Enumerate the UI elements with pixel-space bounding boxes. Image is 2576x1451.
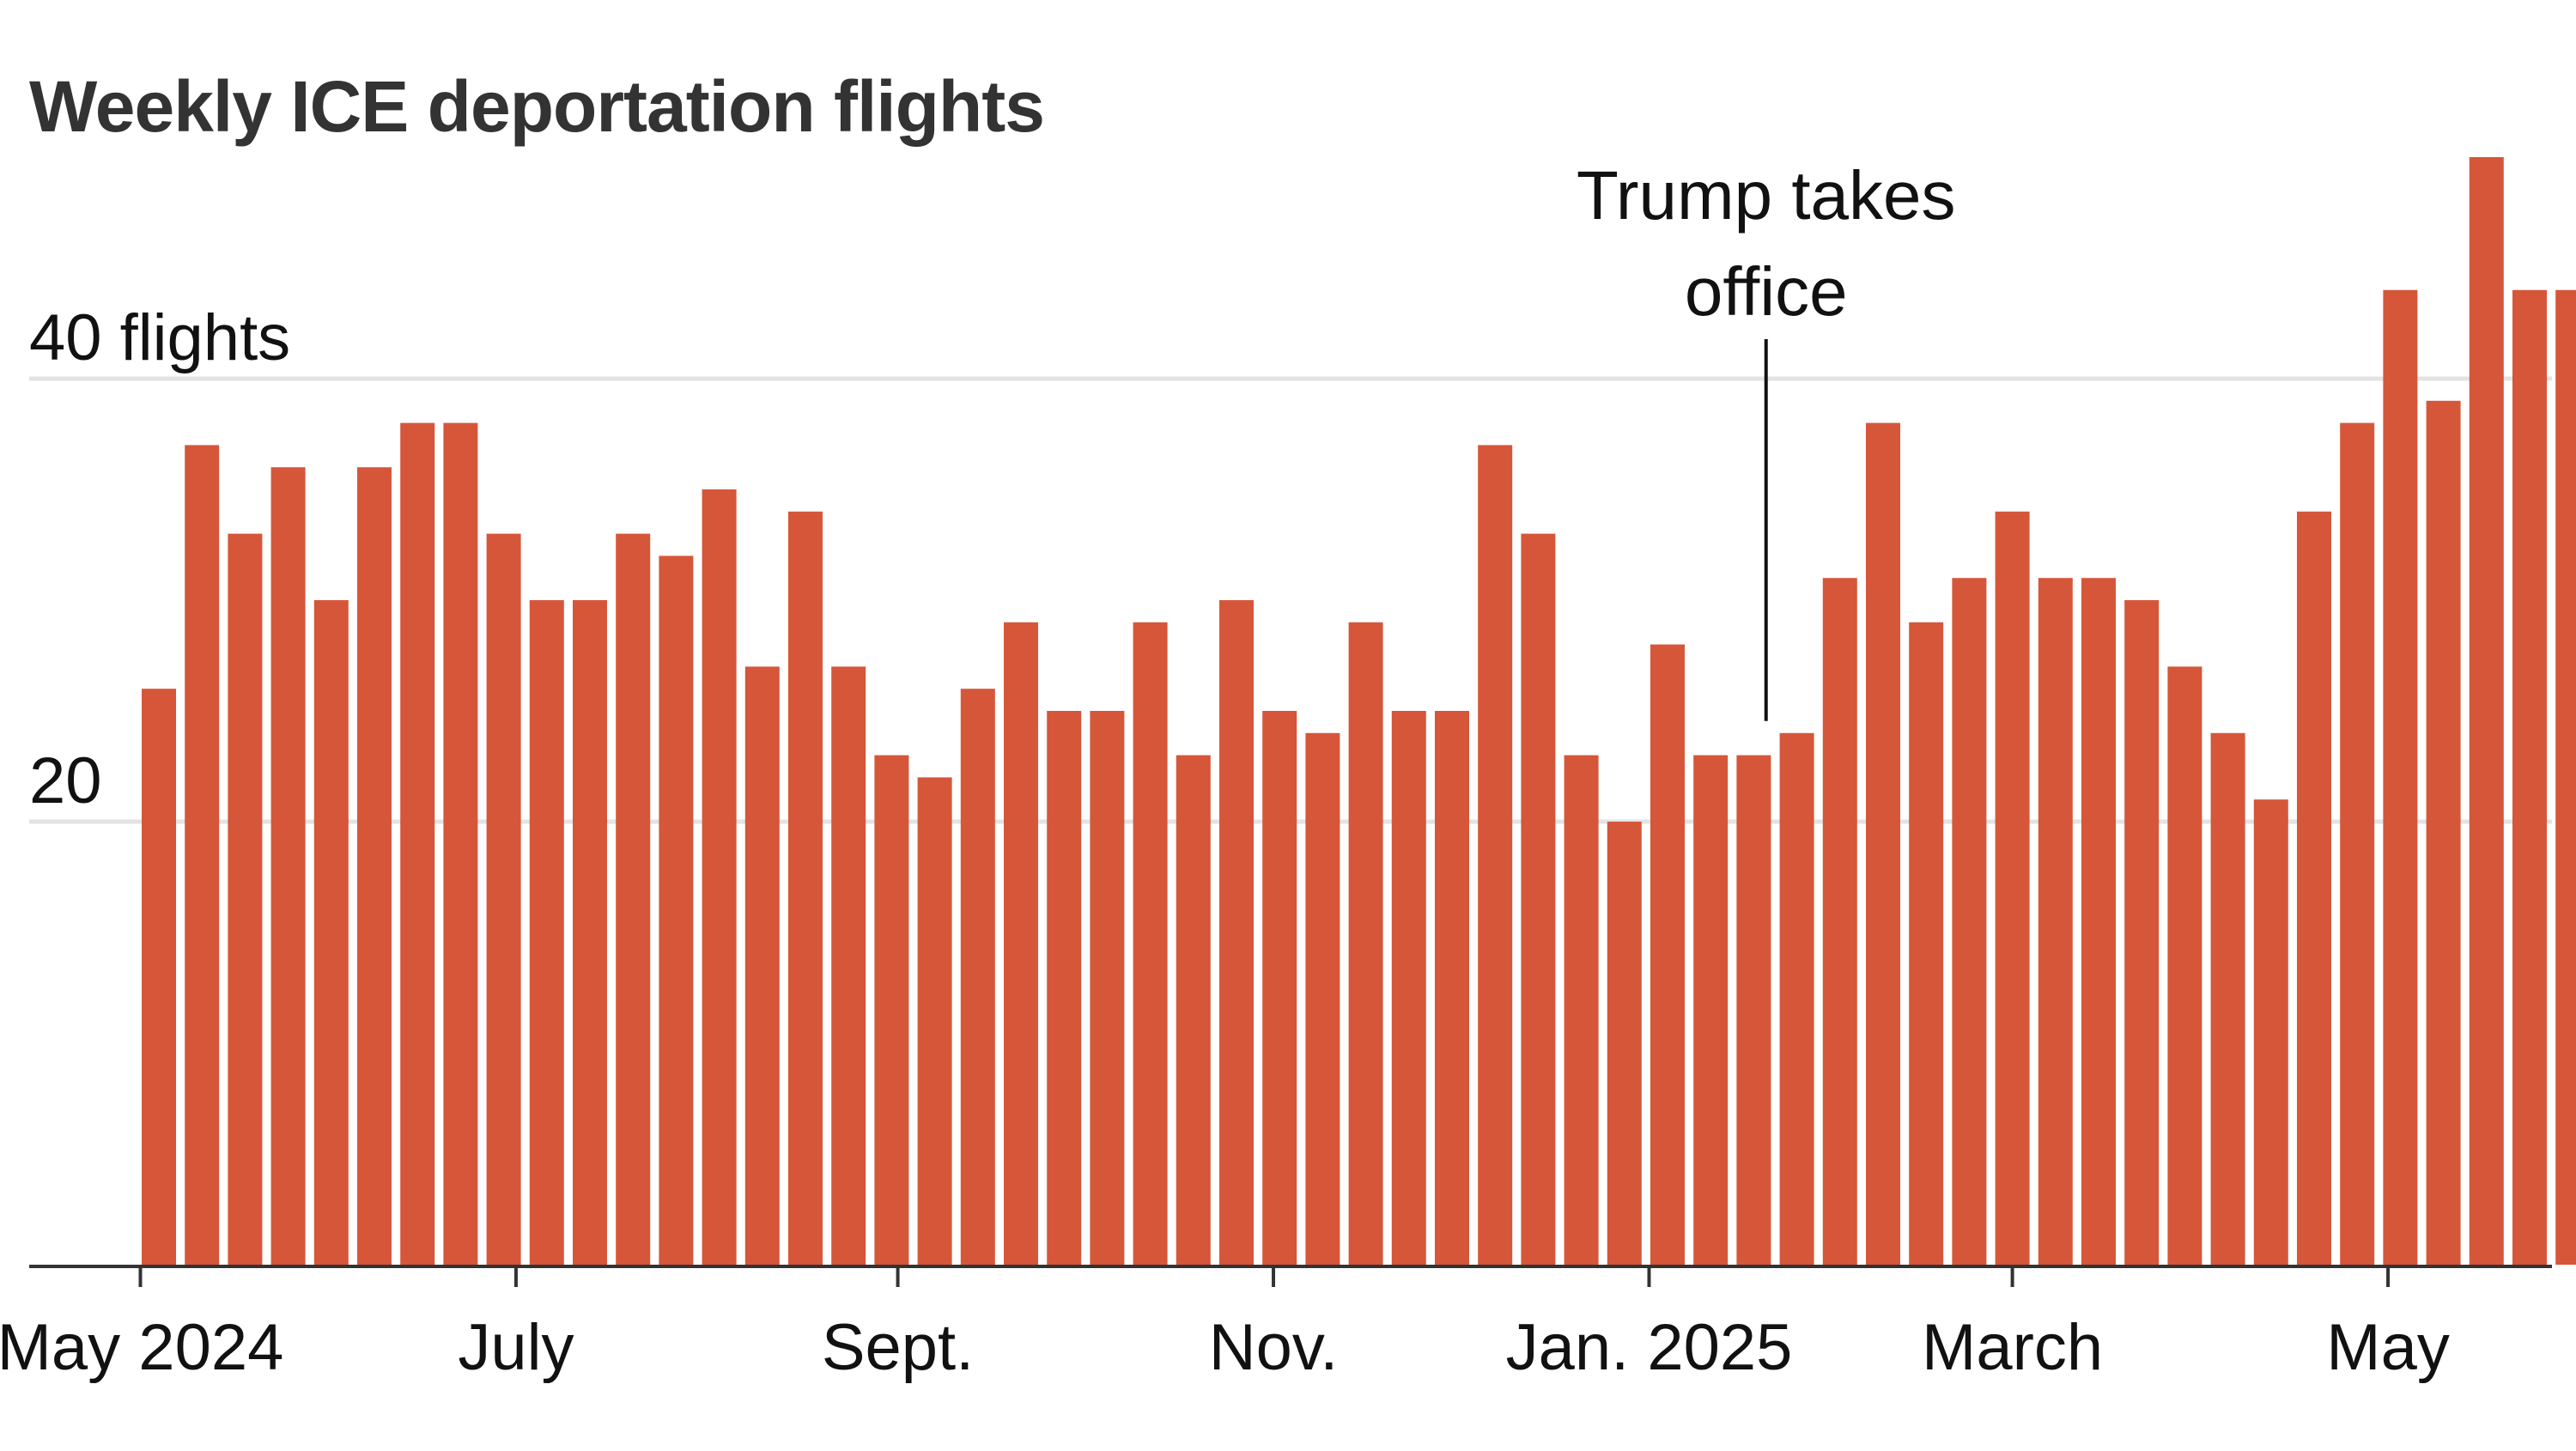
bar xyxy=(1866,422,1900,1266)
bar xyxy=(1478,445,1513,1265)
bar xyxy=(1995,511,2030,1265)
bar xyxy=(1909,622,1944,1265)
bar xyxy=(1176,755,1211,1265)
bar xyxy=(573,600,607,1265)
bar xyxy=(228,533,263,1265)
bar xyxy=(1736,755,1771,1265)
annotation-text: office xyxy=(1685,253,1848,330)
bar xyxy=(2512,289,2547,1265)
bar xyxy=(142,689,176,1265)
chart-title: Weekly ICE deportation flights xyxy=(29,66,1045,147)
bar xyxy=(659,556,694,1265)
bar xyxy=(1822,578,1857,1265)
bar xyxy=(313,600,349,1265)
bar xyxy=(185,445,220,1265)
bar xyxy=(1090,711,1125,1265)
x-tick-label: Nov. xyxy=(1209,1311,1339,1384)
bar xyxy=(1564,755,1599,1265)
bar xyxy=(1133,622,1168,1265)
bar xyxy=(2210,732,2245,1265)
bar xyxy=(2081,578,2116,1265)
bar xyxy=(1004,622,1038,1265)
bar xyxy=(2383,289,2418,1265)
bar xyxy=(2340,422,2375,1266)
bar xyxy=(1779,732,1814,1265)
bar xyxy=(788,511,823,1265)
bar xyxy=(270,467,306,1265)
bar xyxy=(616,533,651,1265)
x-tick-label: May 2024 xyxy=(0,1311,283,1384)
bar xyxy=(1607,822,1642,1265)
bar xyxy=(831,666,866,1265)
bar xyxy=(2124,600,2160,1265)
bar xyxy=(917,777,952,1265)
bar xyxy=(1435,711,1469,1265)
bar xyxy=(2038,578,2073,1265)
bar xyxy=(1305,732,1340,1265)
y-tick-label: 40 flights xyxy=(29,301,290,374)
bar xyxy=(357,467,392,1265)
bar xyxy=(443,422,478,1266)
x-tick-label: Jan. 2025 xyxy=(1506,1311,1793,1384)
bar xyxy=(1219,600,1254,1265)
bar xyxy=(2469,157,2504,1265)
bar xyxy=(1391,711,1426,1265)
bar xyxy=(2297,511,2331,1265)
bar xyxy=(1521,533,1556,1265)
x-tick-label: July xyxy=(458,1311,574,1384)
bar xyxy=(2253,799,2288,1265)
bar xyxy=(2555,289,2576,1265)
x-tick-label: Sept. xyxy=(822,1311,974,1384)
bar xyxy=(486,533,521,1265)
y-tick-label: 20 xyxy=(29,744,102,817)
bar xyxy=(874,755,909,1265)
x-tick-label: March xyxy=(1922,1311,2103,1384)
bar xyxy=(1952,578,1987,1265)
bar xyxy=(744,666,780,1265)
bar xyxy=(2167,666,2202,1265)
bar xyxy=(702,489,737,1265)
bar xyxy=(1348,622,1383,1265)
x-tick-label: May xyxy=(2326,1311,2450,1384)
bar xyxy=(529,600,564,1265)
bar xyxy=(1262,711,1297,1265)
bar xyxy=(2426,400,2461,1265)
bar xyxy=(1047,711,1082,1265)
annotation-text: Trump takes xyxy=(1577,157,1956,234)
bar xyxy=(1650,644,1685,1265)
bar xyxy=(400,422,435,1266)
bar xyxy=(1693,755,1728,1265)
bar xyxy=(960,689,995,1265)
